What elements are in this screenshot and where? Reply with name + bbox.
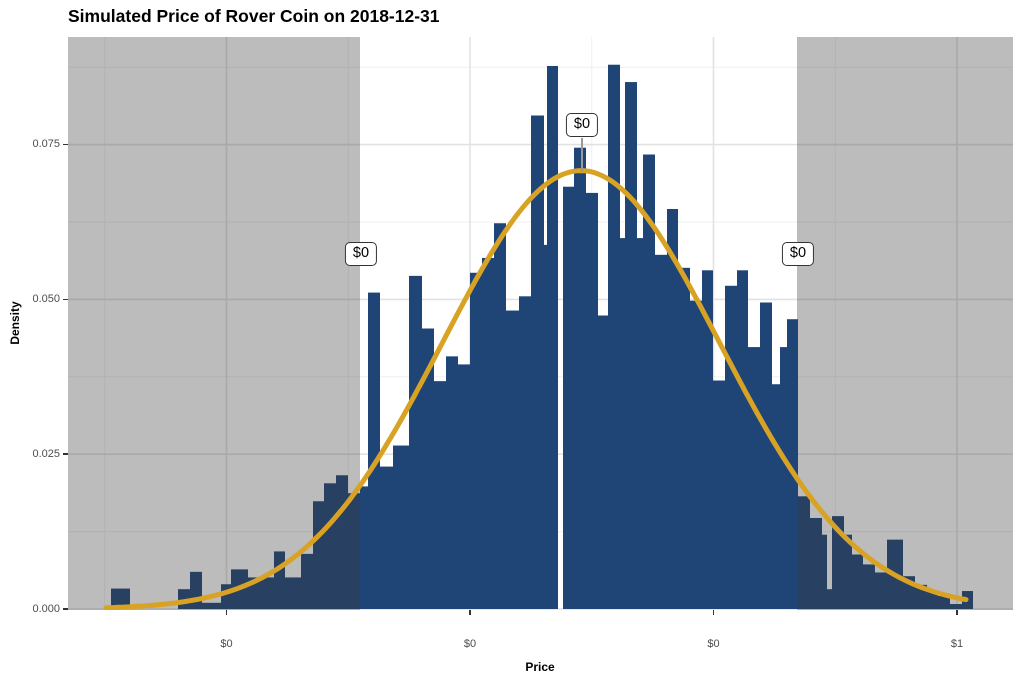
histogram-bar [863, 564, 875, 609]
histogram-bar [637, 238, 643, 610]
histogram-bar [787, 319, 798, 609]
lower-bound-label: $0 [344, 242, 378, 266]
histogram-bar [324, 483, 336, 609]
histogram-bar [938, 595, 950, 609]
histogram-bar [702, 270, 713, 609]
histogram-bar [725, 285, 737, 609]
y-tick-label: 0.050 [32, 292, 60, 305]
upper-bound-label: $0 [781, 242, 815, 266]
histogram-bar [655, 254, 667, 609]
histogram-bar [586, 192, 598, 610]
histogram-bar [547, 65, 558, 609]
histogram-bar [285, 577, 301, 609]
histogram-bar [832, 516, 844, 609]
chart-title: Simulated Price of Rover Coin on 2018-12… [68, 6, 440, 26]
x-tick-label: $0 [707, 638, 720, 650]
histogram-bar [690, 300, 702, 609]
histogram-bar [111, 588, 130, 609]
x-tick-mark [469, 610, 471, 615]
density-curve [103, 168, 969, 610]
y-tick-label: 0.075 [32, 138, 60, 151]
histogram-bar [368, 292, 380, 609]
histogram-bar [875, 572, 887, 609]
histogram-bar [810, 517, 822, 609]
histogram-bar [667, 208, 678, 609]
histogram-bar [574, 147, 586, 610]
histogram-bar [852, 554, 863, 609]
histogram-bar [531, 115, 544, 610]
histogram-bar [434, 381, 446, 609]
upper-tail-band [797, 37, 1013, 610]
y-tick-mark [63, 453, 68, 455]
expected-price-label: $0 [565, 113, 599, 137]
histogram-bar [544, 244, 547, 609]
x-tick-mark [712, 610, 715, 615]
histogram-bar [748, 347, 760, 609]
histogram-bar [360, 486, 368, 609]
histogram-bar [822, 534, 827, 609]
histogram-bar [380, 466, 393, 609]
histogram-bar [458, 364, 470, 609]
x-axis-title: Price [525, 660, 555, 674]
histogram-bar [221, 584, 231, 609]
x-tick-label: $0 [463, 638, 477, 650]
histogram-bar [737, 270, 748, 609]
y-tick-label: 0.025 [32, 447, 60, 460]
histogram-bar [780, 347, 787, 609]
histogram-bar [798, 496, 810, 609]
x-tick-label: $0 [220, 638, 233, 650]
histogram-bar [760, 302, 772, 609]
histogram-bar [827, 589, 832, 609]
y-tick-mark [63, 298, 68, 301]
histogram-bar [608, 64, 620, 609]
x-tick-mark [225, 610, 228, 615]
histogram-bar [598, 315, 608, 609]
x-tick-mark [956, 610, 958, 615]
histogram-bar [494, 223, 506, 609]
histogram-bar [643, 154, 655, 609]
histogram-bar [470, 272, 482, 609]
histogram-bar [713, 380, 725, 609]
histogram-bar [519, 296, 531, 609]
histogram-bar [348, 493, 360, 609]
histogram-bar [927, 591, 938, 609]
annotation-stem [581, 138, 583, 172]
x-tick-label: $1 [950, 638, 964, 650]
histogram-bar [393, 445, 409, 609]
histogram-bar [625, 82, 637, 610]
histogram-bar [301, 553, 313, 609]
histogram-bar [950, 604, 962, 609]
plot-area [68, 37, 1013, 610]
histogram-bar [678, 267, 690, 609]
histogram-bar [409, 275, 422, 609]
histogram-bar [844, 534, 852, 609]
y-tick-mark [63, 143, 68, 146]
histogram-bar [313, 501, 324, 609]
histogram-bar [446, 356, 458, 609]
histogram-bar [482, 257, 494, 609]
histogram-bar [506, 310, 519, 609]
lower-tail-band [68, 37, 360, 610]
y-axis-title: Density [8, 301, 22, 345]
y-tick-mark [63, 608, 68, 610]
histogram-bar [202, 602, 221, 609]
histogram-bar [772, 384, 780, 609]
histogram-bar [563, 186, 574, 609]
histogram-bar [620, 238, 625, 610]
y-tick-label: 0.000 [32, 602, 60, 615]
histogram-bar [422, 328, 434, 609]
histogram-bar [274, 551, 285, 609]
